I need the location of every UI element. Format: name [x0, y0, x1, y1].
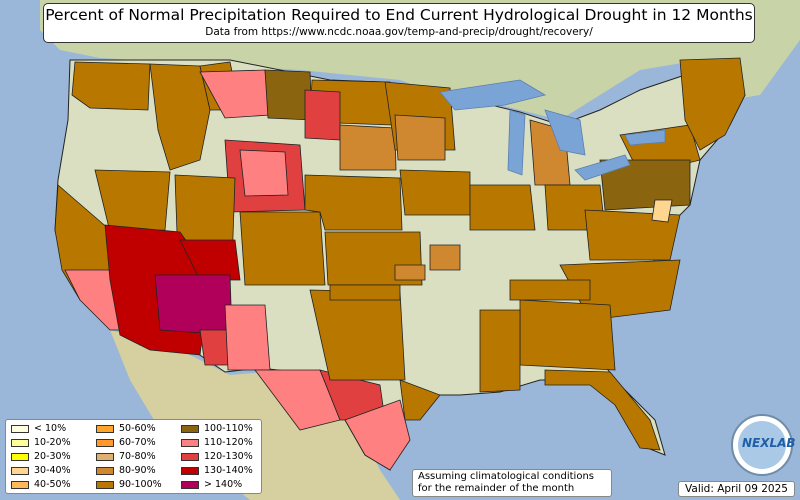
- legend-swatch: [181, 466, 199, 475]
- legend-swatch: [96, 438, 114, 447]
- legend-label: 30-40%: [34, 465, 71, 476]
- region-georgia-alabama: [519, 299, 616, 371]
- region-nm-east: [224, 304, 271, 371]
- region-wyoming-center: [239, 149, 289, 197]
- legend-label: 120-130%: [204, 451, 253, 462]
- legend-item: 80-90%: [96, 465, 156, 477]
- legend-swatch: [181, 452, 199, 461]
- region-oklahoma-west: [329, 284, 401, 301]
- legend-swatch: [181, 424, 199, 433]
- assumption-note: Assuming climatological conditions for t…: [412, 469, 612, 497]
- great-lakes: [439, 79, 666, 181]
- lake-superior: [439, 79, 547, 111]
- legend-label: 40-50%: [34, 479, 71, 490]
- lake-erie: [574, 154, 631, 181]
- nexlab-logo: NEXLAB: [731, 414, 796, 476]
- legend-swatch: [11, 452, 29, 461]
- note-line-2: for the remainder of the month: [418, 483, 575, 494]
- legend-swatch: [96, 466, 114, 475]
- region-arizona-magenta: [154, 274, 233, 336]
- lake-ontario: [624, 129, 666, 146]
- legend-item: 120-130%: [181, 451, 253, 463]
- lake-michigan: [507, 109, 526, 176]
- legend-label: 100-110%: [204, 423, 253, 434]
- map-title: Percent of Normal Precipitation Required…: [45, 6, 753, 24]
- legend-item: 70-80%: [96, 451, 156, 463]
- legend-item: < 10%: [11, 423, 66, 435]
- region-illinois-indiana: [469, 184, 536, 231]
- note-line-1: Assuming climatological conditions: [418, 471, 594, 482]
- mexico-land: [110, 330, 400, 500]
- legend-label: 10-20%: [34, 437, 71, 448]
- legend-label: 130-140%: [204, 465, 253, 476]
- region-washington: [71, 61, 151, 111]
- legend-swatch: [181, 438, 199, 447]
- legend: < 10% 10-20% 20-30% 30-40% 40-50% 50-60% 60-70…: [5, 419, 262, 494]
- region-mid-atlantic: [584, 209, 681, 261]
- region-new-england: [679, 57, 746, 151]
- legend-label: 20-30%: [34, 451, 71, 462]
- valid-date: Valid: April 09 2025: [678, 481, 795, 497]
- region-south-dakota-east: [339, 124, 397, 171]
- legend-swatch: [11, 424, 29, 433]
- legend-item: 100-110%: [181, 423, 253, 435]
- region-delmarva: [651, 199, 673, 223]
- logo-text: NEXLAB: [742, 436, 796, 450]
- legend-swatch: [96, 480, 114, 489]
- region-nebraska: [304, 174, 403, 231]
- legend-item: 60-70%: [96, 437, 156, 449]
- region-missouri-kansas: [394, 264, 426, 281]
- legend-item: 110-120%: [181, 437, 253, 449]
- legend-label: > 140%: [204, 479, 243, 490]
- region-nevada: [94, 169, 171, 233]
- region-missouri: [429, 244, 461, 271]
- legend-item: 40-50%: [11, 479, 71, 491]
- legend-swatch: [96, 452, 114, 461]
- legend-swatch: [96, 424, 114, 433]
- legend-label: 60-70%: [119, 437, 156, 448]
- legend-label: < 10%: [34, 423, 67, 434]
- globe-icon: [738, 421, 786, 469]
- legend-swatch: [11, 480, 29, 489]
- legend-swatch: [11, 466, 29, 475]
- region-south-dakota: [304, 89, 341, 141]
- region-texas-south: [344, 399, 411, 471]
- legend-item: 50-60%: [96, 423, 156, 435]
- legend-label: 90-100%: [119, 479, 162, 490]
- legend-item: 10-20%: [11, 437, 71, 449]
- lake-huron: [544, 109, 586, 156]
- region-four-corners: [179, 239, 241, 281]
- region-texas-east: [399, 379, 441, 421]
- legend-label: 70-80%: [119, 451, 156, 462]
- legend-item: 20-30%: [11, 451, 71, 463]
- region-minnesota-south: [394, 114, 446, 161]
- legend-item: 30-40%: [11, 465, 71, 477]
- legend-item: 130-140%: [181, 465, 253, 477]
- region-colorado: [239, 211, 326, 286]
- legend-swatch: [181, 480, 199, 489]
- region-iowa: [399, 169, 471, 216]
- title-box: Percent of Normal Precipitation Required…: [43, 3, 755, 43]
- legend-item: 90-100%: [96, 479, 162, 491]
- legend-label: 50-60%: [119, 423, 156, 434]
- legend-swatch: [11, 438, 29, 447]
- region-mississippi-louisiana: [479, 309, 521, 393]
- legend-label: 110-120%: [204, 437, 253, 448]
- map-subtitle: Data from https://www.ncdc.noaa.gov/temp…: [205, 26, 593, 38]
- region-florida: [544, 369, 661, 451]
- legend-item: > 140%: [181, 479, 242, 491]
- region-tennessee: [509, 279, 591, 301]
- region-pennsylvania: [599, 159, 691, 211]
- legend-label: 80-90%: [119, 465, 156, 476]
